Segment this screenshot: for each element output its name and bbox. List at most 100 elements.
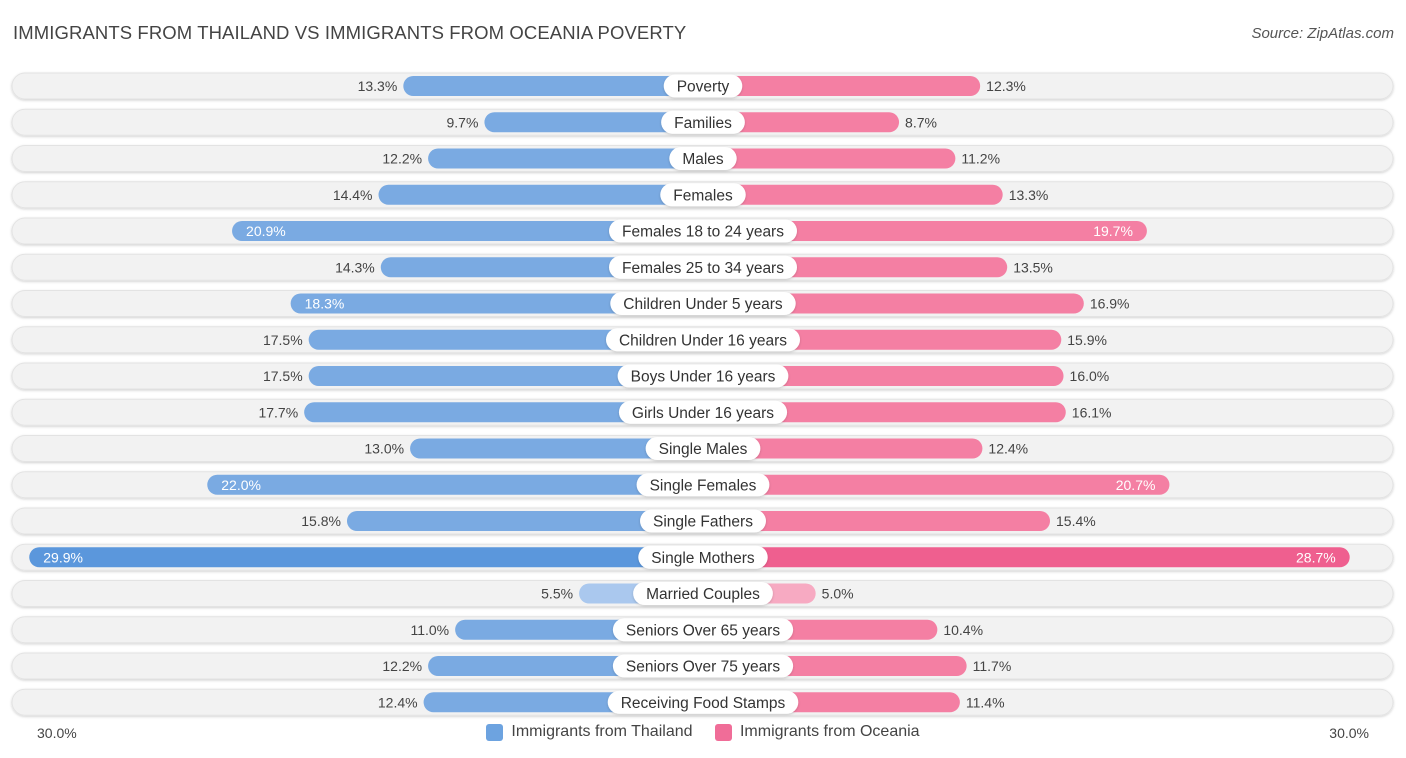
category-label: Boys Under 16 years — [631, 369, 776, 386]
category-label: Females — [673, 187, 733, 204]
value-label-oceania: 10.4% — [943, 622, 983, 638]
value-label-oceania: 12.4% — [988, 441, 1028, 457]
bar-oceania — [703, 148, 956, 169]
category-pill — [640, 509, 766, 533]
category-label: Single Females — [650, 477, 757, 494]
bar-oceania — [703, 511, 1051, 531]
category-label: Poverty — [677, 79, 730, 96]
chart-row: 17.5% 15.9% Children Under 16 years — [11, 326, 1394, 354]
bar-thailand — [29, 547, 703, 568]
chart-row: 17.7% 16.1% Girls Under 16 years — [11, 398, 1394, 426]
value-label-thailand: 17.5% — [263, 332, 303, 348]
category-label: Females 25 to 34 years — [622, 260, 784, 277]
bar-oceania — [703, 547, 1350, 568]
category-label: Single Fathers — [653, 514, 753, 531]
bar-oceania — [703, 293, 1084, 314]
category-pill — [638, 545, 768, 569]
bar-thailand — [410, 438, 703, 459]
value-label-oceania: 16.1% — [1072, 404, 1112, 420]
chart-row: 11.0% 10.4% Seniors Over 65 years — [11, 616, 1394, 644]
chart-title: IMMIGRANTS FROM THAILAND VS IMMIGRANTS F… — [13, 22, 687, 43]
legend-item-oceania[interactable]: Immigrants from Oceania — [714, 723, 920, 741]
category-pill — [645, 437, 761, 460]
value-label-thailand: 5.5% — [541, 586, 573, 602]
value-label-thailand: 22.0% — [221, 477, 261, 493]
value-label-oceania: 13.5% — [1013, 259, 1053, 275]
category-pill — [607, 690, 799, 714]
category-pill — [605, 328, 801, 352]
value-label-thailand: 12.4% — [378, 694, 418, 710]
value-label-oceania: 19.7% — [1093, 223, 1133, 239]
value-label-oceania: 20.7% — [1116, 477, 1156, 493]
category-pill — [661, 110, 745, 134]
category-pill — [663, 74, 743, 98]
diverging-bar-chart: 13.3% 12.3% Poverty 9.7% 8.7% Families 12.2% 11… — [11, 72, 1394, 716]
value-label-thailand: 17.7% — [258, 404, 298, 420]
chart-row: 15.8% 15.4% Single Fathers — [11, 507, 1394, 535]
category-pill — [617, 364, 789, 388]
chart-row: 14.3% 13.5% Females 25 to 34 years — [11, 253, 1394, 281]
chart-row: 9.7% 8.7% Families — [11, 108, 1394, 136]
category-label: Children Under 5 years — [623, 296, 783, 313]
category-label: Females 18 to 24 years — [622, 224, 784, 241]
chart-row: 14.4% 13.3% Females — [11, 181, 1394, 209]
bar-thailand — [308, 366, 703, 386]
bar-oceania — [703, 76, 981, 96]
value-label-thailand: 18.3% — [305, 296, 345, 312]
bar-thailand — [428, 148, 703, 169]
value-label-thailand: 20.9% — [246, 223, 286, 239]
bar-thailand — [290, 293, 703, 314]
bar-thailand — [484, 112, 703, 133]
category-label: Married Couples — [646, 586, 760, 603]
category-label: Seniors Over 75 years — [626, 659, 780, 676]
legend-label-oceania: Immigrants from Oceania — [739, 723, 920, 740]
chart-row: 13.3% 12.3% Poverty — [11, 72, 1394, 100]
legend-item-thailand[interactable]: Immigrants from Thailand — [486, 723, 693, 741]
bar-oceania — [703, 474, 1170, 495]
chart-row: 12.2% 11.7% Seniors Over 75 years — [11, 652, 1394, 680]
category-pill — [636, 473, 770, 497]
value-label-oceania: 11.4% — [966, 694, 1005, 710]
category-pill — [618, 400, 788, 424]
category-pill — [609, 255, 797, 279]
chart-row: 29.9% 28.7% Single Mothers — [11, 543, 1394, 571]
legend-swatch-oceania — [714, 723, 732, 741]
legend-swatch-thailand — [486, 723, 504, 741]
category-pill — [669, 147, 737, 170]
value-label-thailand: 14.3% — [335, 259, 375, 275]
bar-thailand — [232, 221, 703, 241]
category-label: Single Males — [659, 441, 748, 458]
bar-thailand — [304, 402, 703, 423]
bar-thailand — [403, 76, 703, 96]
axis-left-label: 30.0% — [37, 725, 77, 741]
value-label-thailand: 9.7% — [447, 114, 479, 130]
value-label-thailand: 17.5% — [263, 368, 303, 384]
value-label-oceania: 11.2% — [961, 151, 1000, 167]
legend-label-thailand: Immigrants from Thailand — [511, 723, 693, 740]
value-label-thailand: 14.4% — [333, 187, 373, 203]
bar-thailand — [378, 184, 703, 205]
chart-row: 18.3% 16.9% Children Under 5 years — [11, 290, 1394, 317]
value-label-oceania: 13.3% — [1009, 187, 1049, 203]
legend: Immigrants from Thailand Immigrants from… — [0, 723, 1406, 746]
value-label-thailand: 13.3% — [358, 78, 398, 94]
bar-oceania — [703, 184, 1003, 205]
value-label-oceania: 16.0% — [1070, 368, 1110, 384]
chart-row: 20.9% 19.7% Females 18 to 24 years — [11, 217, 1394, 245]
value-label-oceania: 16.9% — [1090, 296, 1130, 312]
category-label: Children Under 16 years — [619, 332, 787, 349]
chart-row: 13.0% 12.4% Single Males — [11, 435, 1394, 462]
value-label-oceania: 12.3% — [986, 78, 1026, 94]
bar-thailand — [346, 511, 703, 531]
chart-row: 12.4% 11.4% Receiving Food Stamps — [11, 688, 1394, 716]
value-label-oceania: 28.7% — [1296, 549, 1336, 565]
axis-right-label: 30.0% — [1329, 725, 1369, 741]
chart-row: 17.5% 16.0% Boys Under 16 years — [11, 362, 1394, 390]
bar-oceania — [703, 112, 900, 133]
value-label-oceania: 8.7% — [905, 114, 937, 130]
bar-thailand — [207, 474, 703, 495]
category-pill — [612, 618, 794, 642]
category-label: Girls Under 16 years — [632, 405, 774, 422]
value-label-thailand: 12.2% — [382, 658, 422, 674]
category-label: Families — [674, 115, 732, 132]
